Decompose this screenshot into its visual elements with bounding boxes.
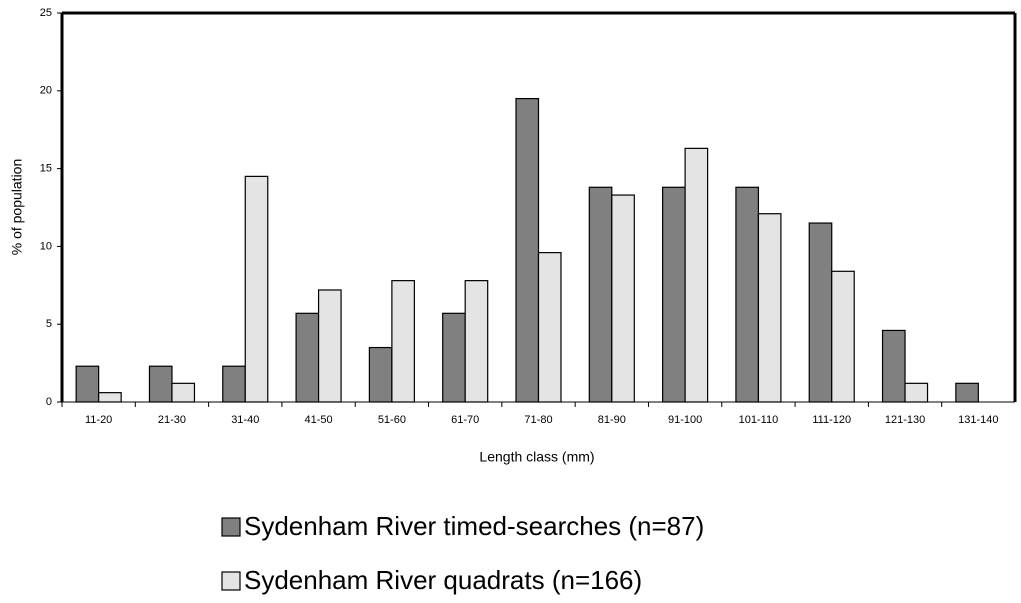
y-tick-label: 20 xyxy=(40,85,52,97)
bar xyxy=(955,382,979,403)
bar xyxy=(98,392,122,403)
bar xyxy=(464,280,489,403)
legend-swatch xyxy=(221,571,241,591)
legend-swatch xyxy=(221,517,241,537)
bar xyxy=(881,329,906,403)
x-tick-label: 91-100 xyxy=(668,414,702,426)
bar xyxy=(611,194,635,403)
x-tick-label: 131-140 xyxy=(958,414,998,426)
x-tick-label: 121-130 xyxy=(885,414,925,426)
bar xyxy=(808,222,833,403)
bar xyxy=(588,186,613,403)
legend-label: Sydenham River timed-searches (n=87) xyxy=(244,511,704,541)
bar xyxy=(537,252,562,403)
x-tick-label: 41-50 xyxy=(305,414,333,426)
bar xyxy=(684,147,709,403)
bar xyxy=(148,365,173,403)
bar xyxy=(515,97,540,403)
x-tick-label: 51-60 xyxy=(378,414,406,426)
y-tick-label: 5 xyxy=(46,318,52,330)
x-tick-label: 61-70 xyxy=(451,414,479,426)
bar xyxy=(244,175,269,403)
bar xyxy=(442,312,466,403)
x-tick-label: 101-110 xyxy=(739,414,779,426)
bar xyxy=(391,280,415,403)
y-tick-label: 0 xyxy=(46,396,52,408)
x-tick-label: 81-90 xyxy=(598,414,626,426)
bar xyxy=(368,346,393,403)
x-tick-label: 11-20 xyxy=(85,414,112,426)
y-tick-label: 15 xyxy=(40,163,52,175)
x-tick-label: 21-30 xyxy=(158,414,186,426)
bar xyxy=(831,270,855,403)
x-tick-label: 71-80 xyxy=(524,414,552,426)
bar xyxy=(735,186,760,403)
bar xyxy=(295,312,320,403)
bar xyxy=(662,186,686,403)
legend-label: Sydenham River quadrats (n=166) xyxy=(244,565,642,595)
bar xyxy=(75,365,100,403)
y-tick-label: 25 xyxy=(40,7,52,19)
x-tick-label: 31-40 xyxy=(231,414,259,426)
bar xyxy=(904,382,929,403)
bar xyxy=(757,213,782,403)
bar xyxy=(317,289,342,403)
x-axis-label: Length class (mm) xyxy=(479,449,594,465)
bar xyxy=(171,382,196,403)
y-axis-label: % of population xyxy=(9,159,25,256)
bar xyxy=(222,365,246,403)
y-tick-label: 10 xyxy=(40,240,52,252)
x-tick-label: 111-120 xyxy=(812,414,851,426)
